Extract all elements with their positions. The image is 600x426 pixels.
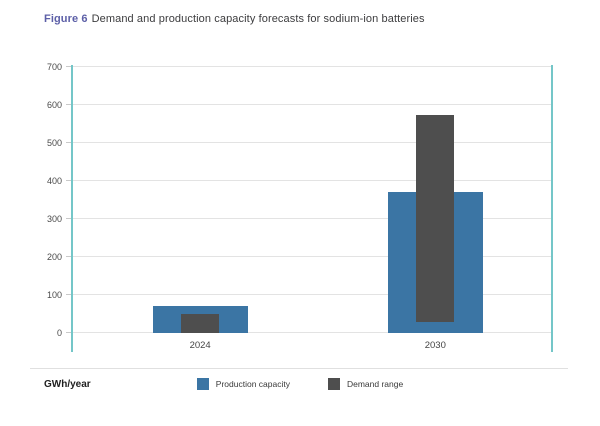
bar-chart-plot-area: 0 100 200 300 400 500 600 700 2024 2030 xyxy=(47,62,553,352)
y-axis-unit-label: GWh/year xyxy=(44,379,91,390)
figure-number: Figure 6 xyxy=(44,13,88,25)
y-axis-tick xyxy=(66,294,71,295)
chart-legend: Production capacity Demand range xyxy=(0,378,600,390)
y-axis-tick-label: 700 xyxy=(46,62,62,72)
legend-item-demand-range: Demand range xyxy=(327,378,404,390)
gridline xyxy=(73,66,551,67)
y-axis-tick xyxy=(66,218,71,219)
y-axis-tick-label: 300 xyxy=(46,214,62,224)
gridline xyxy=(73,332,551,333)
demand-range-bar-2024 xyxy=(181,314,220,333)
legend-label-demand-range: Demand range xyxy=(346,379,404,389)
y-axis-line xyxy=(71,65,73,352)
y-axis-tick xyxy=(66,142,71,143)
legend-label-production-capacity: Production capacity xyxy=(215,379,290,389)
gridline xyxy=(73,294,551,295)
figure-title: Figure 6 Demand and production capacity f… xyxy=(44,13,425,25)
y-axis-tick-label: 400 xyxy=(46,176,62,186)
x-axis-label-2024: 2024 xyxy=(189,340,211,351)
y-axis-tick-label: 200 xyxy=(46,252,62,262)
figure-caption: Demand and production capacity forecasts… xyxy=(91,13,425,25)
production-capacity-swatch xyxy=(196,378,209,390)
gridline xyxy=(73,104,551,105)
y-axis-tick xyxy=(66,256,71,257)
gridline xyxy=(73,180,551,181)
y-axis-tick xyxy=(66,104,71,105)
legend-item-production-capacity: Production capacity xyxy=(196,378,290,390)
y-axis-tick-label: 600 xyxy=(46,100,62,110)
y-axis-tick xyxy=(66,180,71,181)
gridline xyxy=(73,142,551,143)
demand-range-swatch xyxy=(327,378,340,390)
plot-right-frame-line xyxy=(551,65,553,352)
y-axis-tick-label: 100 xyxy=(46,290,62,300)
gridline xyxy=(73,256,551,257)
y-axis-tick xyxy=(66,332,71,333)
y-axis-tick-label: 500 xyxy=(46,138,62,148)
footer-divider xyxy=(30,368,568,369)
gridline xyxy=(73,218,551,219)
x-axis-label-2030: 2030 xyxy=(424,340,446,351)
y-axis-tick-label: 0 xyxy=(56,328,62,338)
demand-range-bar-2030 xyxy=(416,114,455,322)
y-axis-tick xyxy=(66,66,71,67)
